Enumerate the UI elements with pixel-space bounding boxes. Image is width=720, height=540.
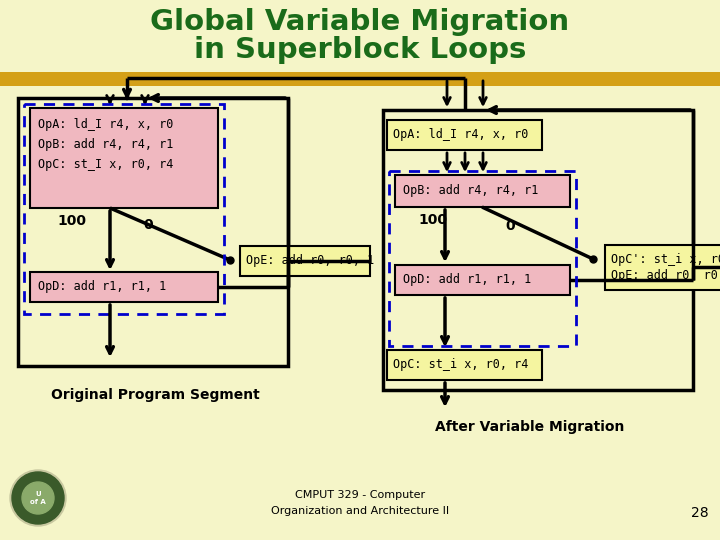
- Text: 100: 100: [418, 213, 448, 227]
- Bar: [605, 245, 720, 290]
- Circle shape: [10, 470, 66, 526]
- Text: Organization and Architecture II: Organization and Architecture II: [271, 506, 449, 516]
- Text: OpD: add r1, r1, 1: OpD: add r1, r1, 1: [38, 280, 166, 293]
- Bar: [383, 110, 693, 390]
- Text: OpC: st_I x, r0, r4: OpC: st_I x, r0, r4: [38, 158, 174, 171]
- Text: in Superblock Loops: in Superblock Loops: [194, 36, 526, 64]
- Bar: [387, 120, 542, 150]
- Text: OpA: ld_I r4, x, r0: OpA: ld_I r4, x, r0: [393, 128, 528, 141]
- Bar: [30, 272, 218, 302]
- Text: OpA: ld_I r4, x, r0: OpA: ld_I r4, x, r0: [38, 118, 174, 131]
- Text: OpC: st_i x, r0, r4: OpC: st_i x, r0, r4: [393, 358, 528, 371]
- Text: OpD: add r1, r1, 1: OpD: add r1, r1, 1: [403, 273, 531, 286]
- Bar: [30, 108, 218, 208]
- Bar: [395, 175, 570, 207]
- Bar: [389, 171, 576, 346]
- Text: OpE: add r0, r0, 1: OpE: add r0, r0, 1: [246, 254, 374, 267]
- Text: 100: 100: [58, 214, 86, 228]
- Bar: [0, 72, 720, 86]
- Text: After Variable Migration: After Variable Migration: [436, 420, 625, 434]
- Circle shape: [12, 472, 64, 524]
- Text: OpC': st_i x, r0, r4: OpC': st_i x, r0, r4: [611, 253, 720, 266]
- Text: 28: 28: [691, 506, 708, 520]
- Text: OpB: add r4, r4, r1: OpB: add r4, r4, r1: [38, 138, 174, 151]
- Bar: [240, 246, 370, 276]
- Circle shape: [22, 482, 54, 514]
- Text: OpB: add r4, r4, r1: OpB: add r4, r4, r1: [403, 184, 539, 197]
- Text: OpE: add r0, r0, 1: OpE: add r0, r0, 1: [611, 269, 720, 282]
- Text: CMPUT 329 - Computer: CMPUT 329 - Computer: [295, 490, 425, 500]
- Bar: [24, 104, 224, 314]
- Text: U
of A: U of A: [30, 491, 46, 504]
- Text: 0: 0: [143, 218, 153, 232]
- Text: Original Program Segment: Original Program Segment: [50, 388, 259, 402]
- Bar: [18, 98, 288, 366]
- Text: Global Variable Migration: Global Variable Migration: [150, 8, 570, 36]
- Text: 0: 0: [505, 219, 515, 233]
- Bar: [395, 265, 570, 295]
- Bar: [387, 350, 542, 380]
